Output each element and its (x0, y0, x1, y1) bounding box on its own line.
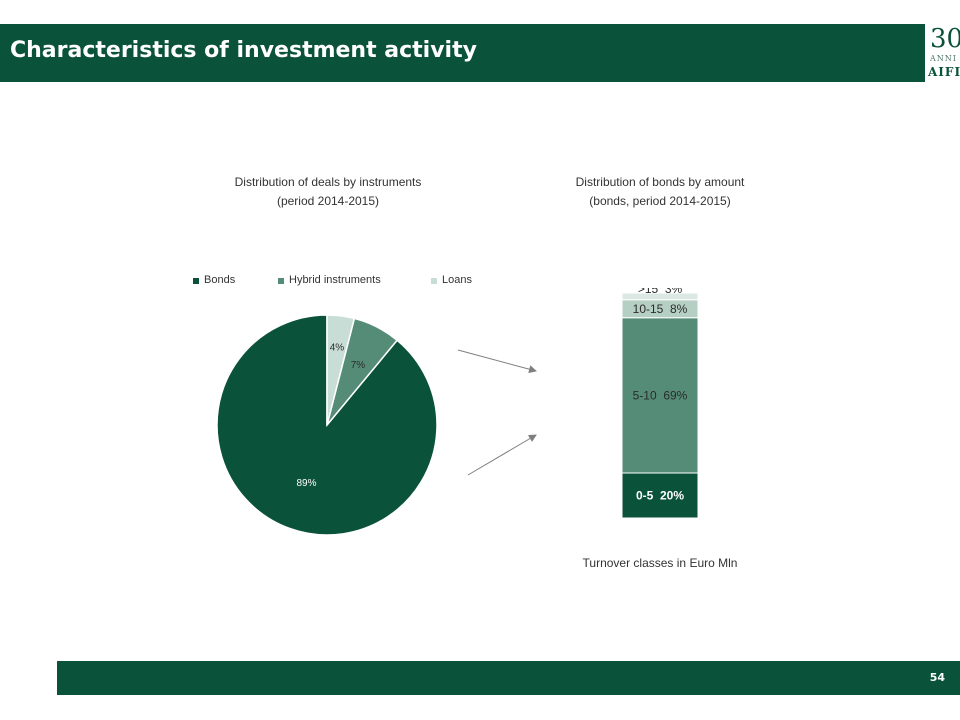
legend-label-loans: Loans (442, 274, 472, 286)
bar-chart-title: Distribution of bonds by amount (bonds, … (530, 173, 790, 211)
bar-label-05: 0-5 20% (636, 489, 684, 503)
connector-arrows (457, 349, 537, 476)
pie-label-bonds: 89% (296, 478, 316, 489)
bar-label-510: 5-10 69% (633, 388, 688, 402)
stacked-bar-chart: 0-5 20% 5-10 69% 10-15 8% >15 3% (621, 288, 699, 519)
title-bar: Characteristics of investment activity (0, 24, 925, 82)
logo-subtitle: ANNI (930, 54, 957, 63)
bar-title-line2: (bonds, period 2014-2015) (589, 194, 731, 208)
bar-segment-15 (621, 292, 699, 301)
bar-label-1015: 10-15 8% (633, 302, 688, 316)
lower-arrow (467, 434, 537, 476)
bar-title-line1: Distribution of bonds by amount (575, 175, 745, 189)
pie-title-line2: (period 2014-2015) (276, 194, 380, 208)
bar-xlabel: Turnover classes in Euro Mln (582, 556, 738, 570)
footer-bar: 54 (57, 661, 960, 695)
legend-swatch-loans (431, 278, 437, 284)
aifi-logo: 30 ANNI AIFI (928, 24, 960, 82)
logo-name: AIFI (928, 65, 960, 79)
legend-swatch-bonds (193, 278, 199, 284)
page-number: 54 (929, 671, 945, 684)
logo-number: 30 (930, 24, 960, 54)
bar-label-15: >15 3% (638, 288, 683, 296)
pie-label-hybrid-instruments: 7% (351, 360, 366, 371)
pie-chart: 89% 7% 4% (216, 314, 438, 536)
pie-chart-title: Distribution of deals by instruments (pe… (192, 173, 464, 211)
legend-label-hybrid: Hybrid instruments (289, 274, 381, 286)
bar-segment-05 (621, 472, 699, 519)
pie-label-loans: 4% (330, 342, 345, 353)
bar-segment-510 (621, 317, 699, 474)
legend-label-bonds: Bonds (204, 274, 236, 286)
page-title: Characteristics of investment activity (10, 38, 477, 63)
upper-arrow (457, 349, 537, 374)
pie-title-line1: Distribution of deals by instruments (234, 175, 422, 189)
pie-slice-loans (326, 314, 356, 426)
legend-swatch-hybrid (278, 278, 284, 284)
